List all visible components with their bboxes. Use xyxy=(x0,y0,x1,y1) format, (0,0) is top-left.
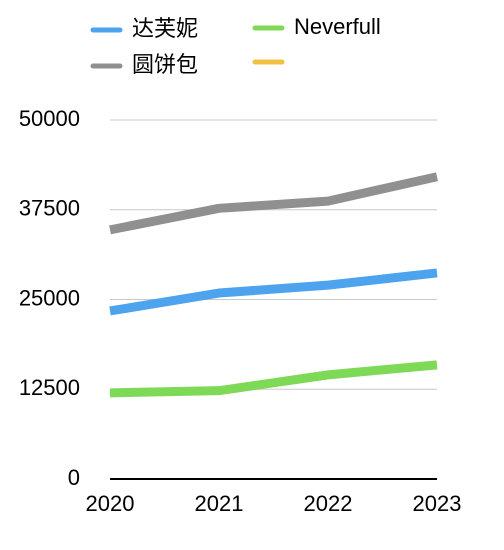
series-line xyxy=(109,172,438,235)
x-tick-label: 2023 xyxy=(413,491,462,516)
x-tick-label: 2022 xyxy=(304,491,353,516)
y-tick-label: 50000 xyxy=(19,106,80,131)
legend-label: 圆饼包 xyxy=(132,52,198,77)
series-line xyxy=(109,268,438,316)
y-tick-label: 0 xyxy=(68,465,80,490)
x-tick-label: 2021 xyxy=(195,491,244,516)
x-tick-label: 2020 xyxy=(86,491,135,516)
y-tick-label: 25000 xyxy=(19,285,80,310)
series-line xyxy=(109,360,438,398)
y-tick-label: 12500 xyxy=(19,375,80,400)
legend-label: Neverfull xyxy=(294,14,381,39)
legend-label: 达芙妮 xyxy=(132,16,198,41)
y-tick-label: 37500 xyxy=(19,196,80,221)
